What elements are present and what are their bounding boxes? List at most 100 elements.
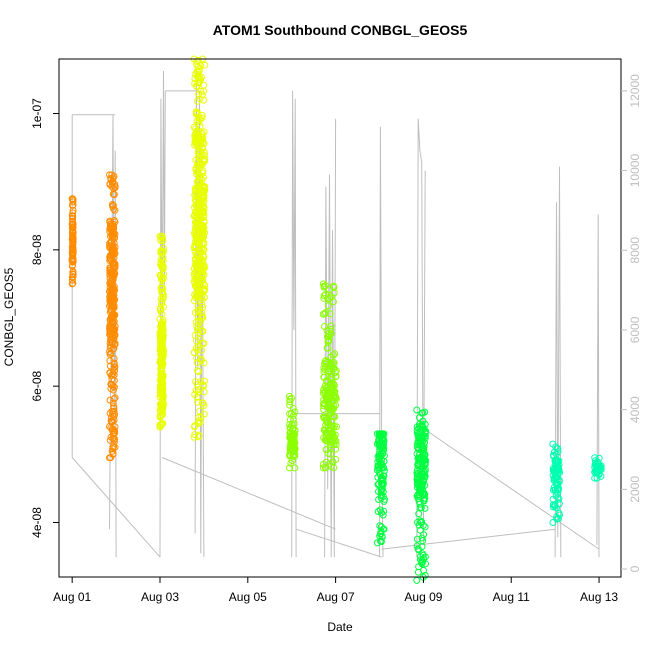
data-point: [199, 304, 207, 311]
data-point: [197, 115, 204, 123]
data-point: [331, 436, 339, 444]
data-point: [377, 492, 385, 500]
data-point: [157, 412, 165, 420]
data-point: [200, 173, 207, 181]
data-point: [550, 486, 557, 494]
data-point: [110, 403, 118, 411]
altitude-line: [596, 214, 600, 558]
data-point: [379, 511, 387, 519]
x-tick-label: Aug 05: [229, 590, 267, 604]
data-point: [191, 255, 199, 263]
data-point: [413, 479, 421, 487]
data-point: [191, 279, 199, 287]
data-point: [68, 255, 76, 263]
data-point: [421, 408, 429, 416]
data-point: [325, 285, 333, 293]
data-point: [68, 235, 76, 243]
data-point: [201, 61, 209, 69]
data-point: [420, 425, 428, 433]
data-point: [200, 81, 208, 89]
data-point: [107, 268, 114, 276]
data-point: [325, 393, 333, 401]
data-point: [200, 340, 208, 347]
data-point: [196, 95, 204, 103]
data-point: [110, 341, 118, 349]
data-point: [192, 164, 200, 172]
data-point: [110, 438, 118, 446]
data-point: [415, 490, 423, 498]
data-point: [413, 429, 421, 437]
data-point: [109, 383, 117, 390]
data-point: [106, 323, 114, 331]
y2-tick-label: 0: [628, 565, 642, 572]
data-point: [157, 360, 165, 368]
data-point: [194, 398, 202, 406]
data-point: [328, 429, 336, 437]
plot-frame: [58, 58, 622, 578]
data-point: [158, 334, 166, 342]
x-axis: Aug 01 Aug 03 Aug 05 Aug 07 Aug 09 Aug 11 Aug …: [53, 577, 618, 604]
data-point: [200, 382, 207, 390]
data-point: [195, 153, 203, 161]
data-point: [553, 445, 561, 453]
altitude-series: [71, 70, 600, 558]
data-point: [373, 430, 381, 438]
data-point: [196, 122, 204, 130]
data-point: [158, 344, 165, 352]
data-point: [322, 282, 329, 290]
y2-tick-label: 8000: [628, 237, 642, 264]
data-point: [287, 410, 295, 418]
data-point: [330, 283, 338, 291]
data-point: [552, 513, 560, 521]
data-point: [287, 459, 295, 467]
data-point: [111, 435, 118, 443]
data-point: [327, 322, 335, 330]
data-point: [321, 427, 329, 434]
data-point: [414, 484, 421, 491]
data-point: [289, 432, 297, 440]
data-point: [555, 461, 563, 469]
data-point: [421, 504, 429, 512]
data-point: [198, 131, 206, 139]
data-point: [377, 527, 385, 535]
data-point: [69, 273, 77, 281]
data-point: [197, 213, 205, 221]
data-point: [291, 464, 299, 472]
data-point: [324, 344, 332, 352]
x-tick-label: Aug 13: [580, 590, 618, 604]
data-point: [109, 425, 117, 433]
data-point: [190, 433, 198, 441]
data-point: [111, 264, 119, 271]
data-point: [591, 474, 599, 482]
data-point: [193, 130, 201, 138]
data-point: [320, 402, 328, 410]
data-point: [198, 346, 205, 354]
data-point: [190, 243, 198, 251]
data-point: [198, 228, 206, 236]
data-point: [191, 272, 199, 280]
data-point: [108, 375, 116, 383]
data-point: [327, 462, 335, 470]
data-point: [380, 507, 388, 515]
data-point: [416, 438, 424, 445]
y-axis-left: 4e-08 6e-08 8e-08 1e-07: [30, 98, 59, 538]
data-point: [288, 430, 296, 438]
data-point: [108, 320, 116, 327]
data-point: [554, 493, 562, 501]
data-point: [374, 481, 382, 488]
data-point: [193, 83, 201, 91]
data-point: [109, 315, 117, 323]
data-point: [193, 259, 201, 267]
altitude-line: [381, 528, 556, 550]
data-point: [111, 206, 119, 214]
data-point: [194, 149, 202, 157]
data-point: [552, 478, 560, 486]
altitude-line: [159, 70, 166, 558]
data-point: [191, 431, 199, 439]
data-point: [108, 339, 116, 347]
data-point: [110, 395, 118, 403]
data-point: [196, 407, 204, 415]
data-point: [109, 203, 117, 211]
data-point: [195, 179, 203, 187]
data-point: [68, 280, 76, 288]
